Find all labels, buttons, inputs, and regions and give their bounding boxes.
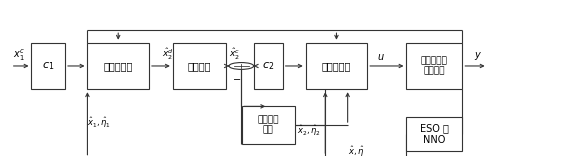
Text: 外环控制器: 外环控制器	[104, 61, 133, 71]
Text: $y$: $y$	[473, 50, 482, 62]
Text: $\hat{x}, \hat{\eta}$: $\hat{x}, \hat{\eta}$	[348, 145, 364, 159]
Bar	[31, 43, 65, 89]
Text: $\hat{x}_1, \hat{\eta}_1$: $\hat{x}_1, \hat{\eta}_1$	[88, 116, 112, 130]
Text: $c_2$: $c_2$	[262, 60, 274, 72]
Bar	[254, 43, 283, 89]
Text: $\hat{x}_2, \hat{\eta}_2$: $\hat{x}_2, \hat{\eta}_2$	[297, 123, 321, 138]
Bar	[306, 43, 367, 89]
Text: $-$: $-$	[232, 73, 241, 83]
Circle shape	[229, 63, 254, 69]
Text: $\hat{x}_2^c$: $\hat{x}_2^c$	[229, 47, 240, 62]
Bar	[173, 43, 226, 89]
Text: $x_1^c$: $x_1^c$	[13, 47, 25, 63]
Text: 指令误差
补偿: 指令误差 补偿	[257, 115, 279, 135]
Bar	[406, 117, 462, 151]
Text: ESO 或
NNO: ESO 或 NNO	[420, 124, 449, 145]
Bar	[88, 43, 149, 89]
Text: $\hat{x}_2^d$: $\hat{x}_2^d$	[163, 47, 174, 62]
Text: $u$: $u$	[377, 52, 384, 62]
Text: 二阶未知非
线性系统: 二阶未知非 线性系统	[421, 56, 448, 76]
Text: 内环控制器: 内环控制器	[322, 61, 351, 71]
Text: 指令滤波: 指令滤波	[187, 61, 211, 71]
Bar	[406, 43, 462, 89]
Bar	[242, 106, 295, 144]
Text: $c_1$: $c_1$	[42, 60, 54, 72]
